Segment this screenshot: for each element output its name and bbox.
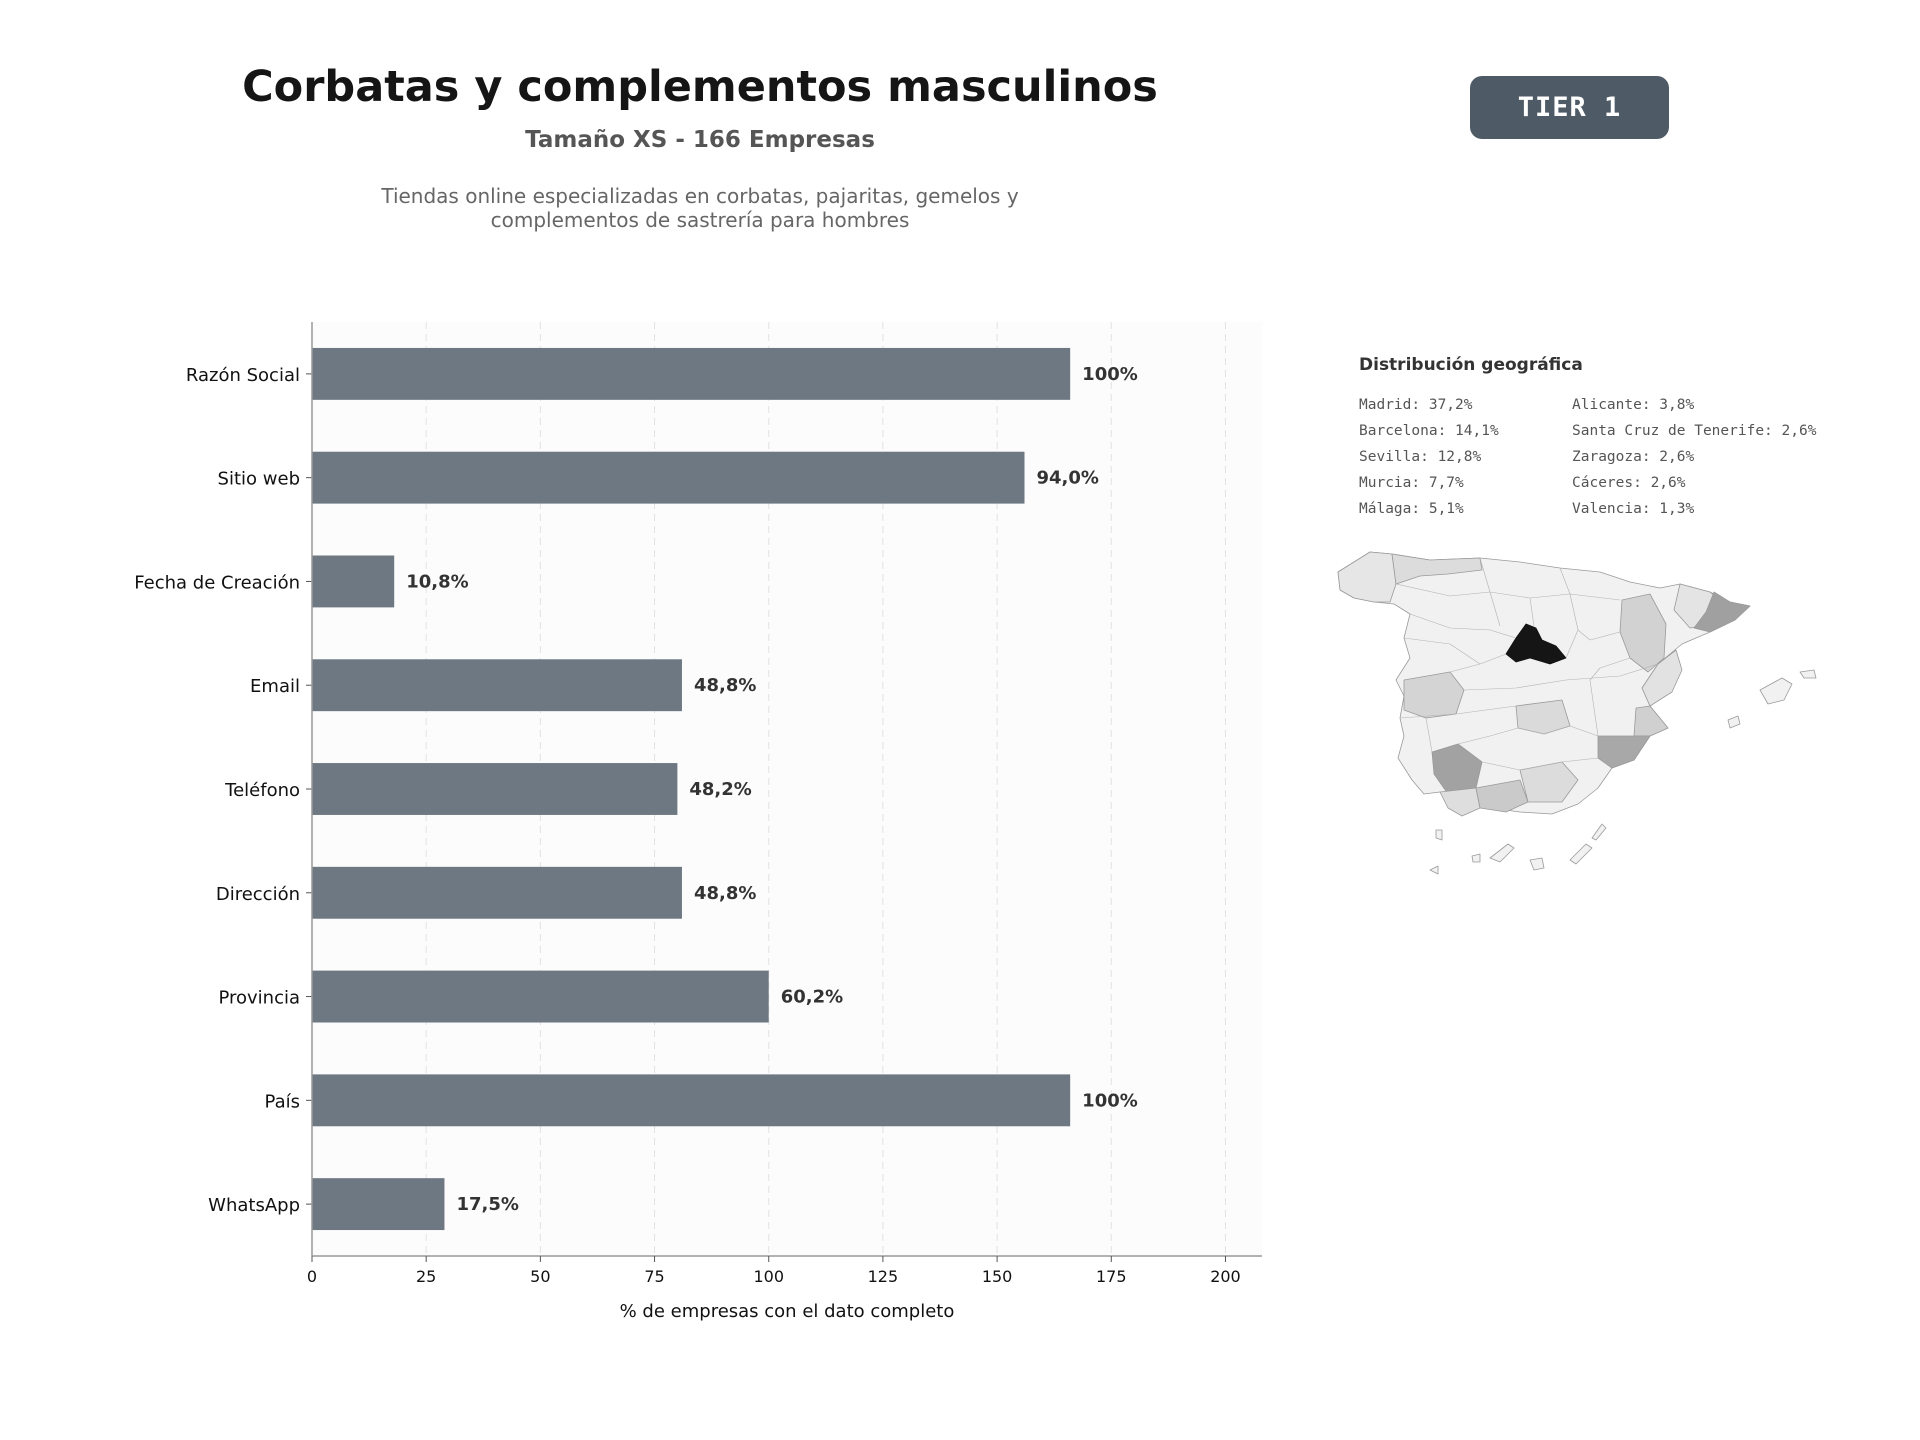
x-tick-label: 150 — [982, 1267, 1013, 1286]
bar — [312, 451, 1025, 504]
category-label: Dirección — [216, 884, 300, 905]
geo-item: Murcia: 7,7% — [1359, 475, 1464, 491]
map-island-lanzarote — [1591, 823, 1607, 841]
bar — [312, 866, 682, 919]
geo-title: Distribución geográfica — [1359, 355, 1583, 375]
data-label: 94,0% — [1037, 468, 1099, 489]
description-line-1: Tiendas online especializadas en corbata… — [381, 184, 1019, 208]
map-island-hierro — [1429, 865, 1439, 875]
spain-map — [1337, 551, 1817, 875]
tier-badge: TIER 1 — [1470, 76, 1669, 139]
map-island-gran-canaria — [1529, 857, 1545, 871]
geo-panel: Distribución geográfica Madrid: 37,2% Ali… — [1345, 355, 1885, 519]
map-island-tenerife — [1489, 843, 1515, 863]
map-island-fuerteventura — [1569, 843, 1593, 865]
map-region-zaragoza — [1619, 593, 1667, 673]
map-island-ibiza — [1727, 715, 1741, 729]
map-region-murcia — [1597, 735, 1651, 769]
map-region-baleares — [1759, 677, 1793, 705]
bar-chart: Razón Social 100% Sitio web 94,0% Fecha de C… — [134, 322, 1262, 1322]
x-tick-label: 200 — [1210, 1267, 1241, 1286]
data-label: 100% — [1082, 1090, 1138, 1111]
geo-item: Valencia: 1,3% — [1572, 501, 1695, 517]
map-region-cadiz — [1439, 787, 1481, 817]
map-region-barcelona — [1693, 591, 1751, 633]
bar — [312, 763, 678, 815]
x-tick-label: 100 — [753, 1267, 784, 1286]
map-region-malaga — [1475, 779, 1529, 813]
category-label: Fecha de Creación — [134, 572, 300, 593]
page-title: Corbatas y complementos masculinos — [242, 62, 1158, 112]
bar — [312, 970, 769, 1023]
geo-item: Sevilla: 12,8% — [1359, 449, 1482, 465]
geo-list: Madrid: 37,2% Alicante: 3,8% Barcelona: 14… — [1359, 397, 1885, 519]
data-label: 100% — [1082, 364, 1138, 385]
page-subtitle: Tamaño XS - 166 Empresas — [525, 127, 875, 153]
data-label: 60,2% — [781, 987, 843, 1008]
map-region-alicante — [1633, 705, 1669, 737]
bar — [312, 555, 395, 608]
category-label: Razón Social — [186, 365, 300, 386]
geo-item: Madrid: 37,2% — [1359, 397, 1473, 413]
page-description: Tiendas online especializadas en corbata… — [0, 184, 1400, 232]
x-tick-label: 25 — [416, 1267, 436, 1286]
map-region-galicia — [1337, 551, 1397, 603]
category-label: Sitio web — [218, 469, 300, 490]
data-label: 48,8% — [694, 883, 756, 904]
category-label: Provincia — [218, 988, 300, 1009]
category-label: Teléfono — [224, 780, 300, 801]
x-tick-label: 75 — [644, 1267, 664, 1286]
geo-item: Zaragoza: 2,6% — [1572, 449, 1695, 465]
data-label: 48,8% — [694, 675, 756, 696]
map-region-asturias — [1391, 553, 1483, 585]
bar — [312, 347, 1071, 400]
category-label: WhatsApp — [208, 1195, 300, 1216]
category-label: País — [265, 1091, 300, 1112]
geo-item: Cáceres: 2,6% — [1572, 475, 1686, 491]
x-tick-label: 125 — [868, 1267, 899, 1286]
data-label: 17,5% — [456, 1194, 518, 1215]
x-tick-label: 175 — [1096, 1267, 1127, 1286]
category-label: Email — [250, 676, 300, 697]
map-region-caceres — [1403, 671, 1465, 719]
map-island-la-palma — [1435, 829, 1443, 841]
geo-item: Santa Cruz de Tenerife: 2,6% — [1572, 423, 1817, 439]
bar — [312, 659, 682, 712]
x-tick-label: 50 — [530, 1267, 550, 1286]
map-island-menorca — [1799, 669, 1817, 679]
data-label: 10,8% — [406, 571, 468, 592]
geo-item: Alicante: 3,8% — [1572, 397, 1695, 413]
description-line-2: complementos de sastrería para hombres — [490, 208, 910, 232]
bar — [312, 1074, 1071, 1127]
map-region-albacete — [1515, 699, 1571, 735]
map-island-gomera — [1471, 853, 1481, 863]
x-tick-label: 0 — [307, 1267, 317, 1286]
map-region-valencia — [1641, 649, 1683, 707]
geo-item: Málaga: 5,1% — [1359, 501, 1464, 517]
data-label: 48,2% — [689, 779, 751, 800]
geo-item: Barcelona: 14,1% — [1359, 423, 1499, 439]
bar — [312, 1178, 445, 1231]
x-axis-label: % de empresas con el dato completo — [620, 1301, 955, 1322]
